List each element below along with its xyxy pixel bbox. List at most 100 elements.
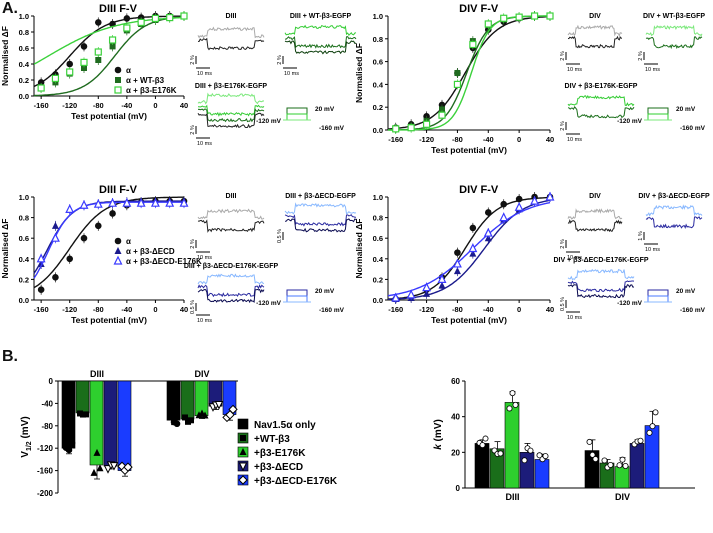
data-point [122,197,132,207]
data-point [80,234,88,242]
time-label: 10 ms [567,315,582,321]
replicate-point [96,464,104,472]
trace [284,24,357,37]
data-point [422,282,432,292]
x-tick-label: -80 [452,135,463,144]
inset-title: DIII + WT-β3-EGFP [290,13,352,20]
data-point [81,65,87,71]
category-label: DIII [505,492,519,502]
data-point [453,267,461,275]
replicate-point [646,429,653,436]
time-label: 10 ms [567,255,582,261]
x-tick-label: -40 [121,101,132,110]
data-point [108,36,117,44]
data-point [150,197,160,207]
inset-title: DIII + β3-ΔECD-EGFP [285,193,356,200]
trace [645,216,703,229]
fv1-chart: DIII F-V 0.0 0.2 0.4 0.6 0.8 1.0 -160 -120 -80 -40… [0,3,188,121]
data-point [439,106,445,113]
scale-label: 1 % [638,231,644,241]
x-tick-label: -40 [121,305,132,314]
trace [645,24,703,37]
trace [197,208,265,220]
x-tick-label: 0 [153,305,157,314]
y-tick-label: -40 [41,399,53,408]
bar [489,448,505,489]
protocol-p1: -120 mV 20 mV -160 mV [256,106,345,132]
y-tick-label: 0.6 [373,234,383,243]
y-tick-label: 0 [456,484,461,493]
y-axis-label: Normalised ΔF [354,219,364,279]
y-tick-label: 0.2 [373,275,383,284]
y-tick-label: -80 [41,422,53,431]
data-point [438,111,446,119]
replicate-point [123,462,133,472]
protocol-p2: -120 mV 20 mV -160 mV [617,106,706,132]
data-point [109,43,116,50]
y-tick-label: 0.6 [19,44,29,53]
bar [117,380,132,471]
trace [567,284,635,299]
fit-curve [387,196,551,300]
data-point [93,198,103,208]
replicate-point [173,420,181,428]
replicate-point [607,461,614,468]
top-label: 20 mV [676,106,696,113]
legend-label: α + β3-ΔECD-E176K [126,257,202,266]
replicate-point [652,409,659,416]
data-point [500,200,508,208]
inset-title: DIV + β3-E176K-EGFP [565,83,638,90]
data-point [484,209,492,216]
scale-label: 0.5 % [560,297,566,311]
data-point [165,197,175,207]
y-tick-label: 0.8 [373,214,383,223]
replicate-point [589,451,596,458]
y-tick-label: 20 [451,448,460,457]
data-point [545,191,555,201]
replicate-point [482,435,489,442]
data-point [500,14,508,22]
hold-label: -120 mV [617,118,643,125]
legend-marker [239,448,247,455]
scale-label: 2 % [277,55,283,65]
replicate-point [188,417,194,424]
y-axis-label: V1/2 (mV) [20,416,33,457]
legend-marker [114,237,122,245]
step-trace [644,113,672,121]
y-tick-label: 0.2 [373,103,383,112]
bar [629,443,645,489]
replicate-point [649,423,656,430]
data-point [36,253,46,263]
y-tick-label: 0.4 [19,255,30,264]
legend-label: α + β3-E176K [126,86,177,95]
data-point [454,70,461,76]
inset-i1: DIII 2 %10 ms [190,13,265,77]
fit-curve [387,15,551,130]
bar [61,380,76,449]
data-point [66,255,74,263]
replicate-point [622,462,629,469]
scale-label: 2 % [190,55,196,65]
trace [197,92,265,105]
data-point [469,224,477,232]
data-point [515,195,523,203]
chart-title: DIII F-V [99,3,138,15]
x-tick-label: -160 [388,135,403,144]
x-tick-label: -120 [419,305,434,314]
bar [614,466,630,489]
y-tick-label: 0.0 [373,126,383,135]
time-label: 10 ms [567,137,582,143]
fit-curve [387,201,551,297]
x-tick-label: 0 [517,305,521,314]
data-point [515,13,523,21]
data-point [94,222,102,230]
data-point [95,57,102,63]
y-tick-label: 0.6 [19,234,29,243]
replicate-point [83,411,89,418]
top-label: 20 mV [315,288,335,295]
inset-title: DIV [589,13,601,20]
data-point [452,258,462,268]
legend-label: α + WT-β3 [126,76,165,85]
fit-curve [388,15,550,131]
